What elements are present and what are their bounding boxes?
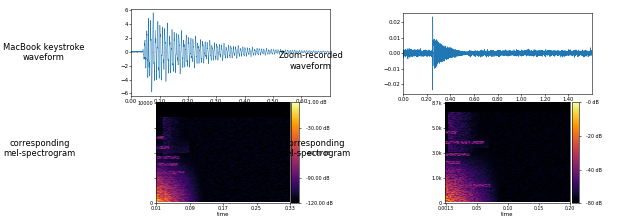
X-axis label: time: time	[492, 103, 504, 108]
Text: corresponding
mel-spectrogram: corresponding mel-spectrogram	[3, 139, 76, 158]
X-axis label: time: time	[224, 105, 237, 110]
X-axis label: time: time	[501, 212, 514, 217]
Text: MacBook keystroke
waveform: MacBook keystroke waveform	[3, 43, 84, 62]
Text: corresponding
mel-spectrogram: corresponding mel-spectrogram	[278, 139, 351, 158]
Text: Zoom-recorded
waveform: Zoom-recorded waveform	[278, 51, 343, 71]
X-axis label: time: time	[216, 212, 229, 217]
